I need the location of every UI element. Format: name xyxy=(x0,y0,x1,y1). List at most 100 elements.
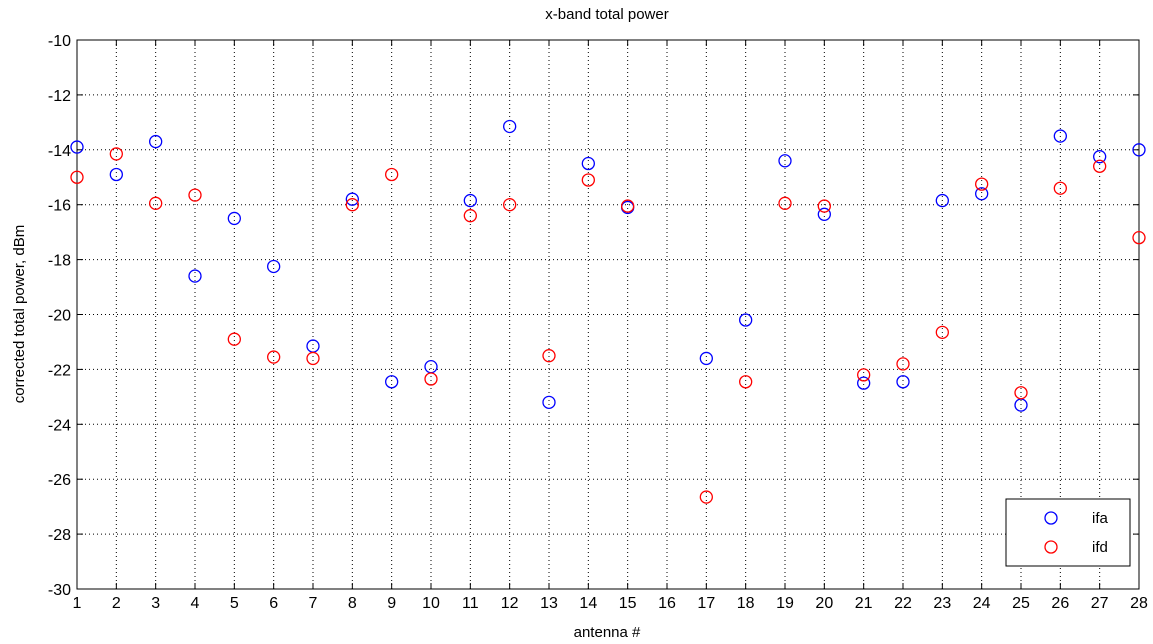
x-tick-label: 3 xyxy=(151,595,160,612)
data-point-ifa xyxy=(935,193,949,208)
data-point-ifa xyxy=(778,154,792,168)
legend: ifa ifd xyxy=(1005,498,1131,567)
data-point-ifd xyxy=(896,357,910,371)
y-tick-label: -16 xyxy=(48,198,71,215)
data-point-ifd xyxy=(621,199,635,213)
y-tick-label: -24 xyxy=(48,417,71,434)
data-point-ifd xyxy=(1053,181,1067,195)
data-point-ifd xyxy=(1014,386,1028,400)
data-point-ifd xyxy=(1132,230,1146,245)
data-point-ifd xyxy=(778,196,792,210)
x-tick-label: 5 xyxy=(230,595,239,612)
data-point-ifa xyxy=(149,134,163,149)
x-tick-label: 15 xyxy=(619,595,637,612)
y-axis-label: corrected total power, dBm xyxy=(11,225,28,403)
data-point-ifd xyxy=(306,351,320,366)
data-point-ifa xyxy=(542,395,556,409)
y-tick-label: -18 xyxy=(48,253,71,270)
grid xyxy=(77,40,1139,589)
data-point-ifd xyxy=(817,199,831,213)
x-tick-label: 2 xyxy=(112,595,121,612)
data-point-ifa xyxy=(345,192,359,206)
data-point-ifa xyxy=(70,140,84,154)
x-tick-label: 16 xyxy=(658,595,676,612)
data-point-ifa xyxy=(699,351,713,366)
data-point-ifd xyxy=(227,332,241,346)
data-point-ifd xyxy=(935,325,949,339)
x-tick-label: 21 xyxy=(855,595,873,612)
x-tick-label: 6 xyxy=(269,595,278,612)
chart-title: x-band total power xyxy=(545,6,668,23)
data-point-ifd xyxy=(975,177,989,191)
x-tick-label: 26 xyxy=(1051,595,1069,612)
x-tick-label: 23 xyxy=(933,595,951,612)
data-point-ifa xyxy=(188,269,202,283)
x-tick-label: 25 xyxy=(1012,595,1030,612)
data-point-ifa xyxy=(463,193,477,208)
data-point-ifa xyxy=(1093,150,1107,164)
y-tick-label: -14 xyxy=(48,143,71,160)
legend-label-ifa: ifa xyxy=(1092,510,1109,527)
legend-marker-ifa xyxy=(1044,511,1058,525)
data-point-ifa xyxy=(896,375,910,389)
data-point-ifa xyxy=(1053,129,1067,143)
x-tick-label: 1 xyxy=(73,595,82,612)
markers xyxy=(70,119,1146,504)
legend-marker-ifd xyxy=(1044,540,1058,554)
data-point-ifa xyxy=(817,207,831,221)
x-tick-label: 17 xyxy=(697,595,715,612)
x-tick-label: 24 xyxy=(973,595,991,612)
x-tick-label: 4 xyxy=(191,595,200,612)
x-tick-label: 18 xyxy=(737,595,755,612)
data-point-ifd xyxy=(463,209,477,223)
x-tick-label: 8 xyxy=(348,595,357,612)
plot-frame xyxy=(76,39,1140,590)
x-tick-label: 22 xyxy=(894,595,912,612)
data-point-ifa xyxy=(1132,143,1146,157)
data-point-ifa xyxy=(109,167,123,182)
legend-box xyxy=(1005,498,1131,567)
x-tick-label: 28 xyxy=(1130,595,1148,612)
data-point-ifd xyxy=(857,368,871,382)
x-tick-label: 7 xyxy=(309,595,318,612)
data-point-ifd xyxy=(699,490,713,504)
data-point-ifd xyxy=(1093,159,1107,173)
data-point-ifd xyxy=(188,188,202,202)
data-point-ifd xyxy=(345,198,359,212)
data-point-ifa xyxy=(581,156,595,171)
data-point-ifa xyxy=(424,360,438,374)
data-point-ifd xyxy=(581,173,595,187)
data-point-ifd xyxy=(503,198,517,212)
x-tick-label: 10 xyxy=(422,595,440,612)
data-point-ifa xyxy=(306,339,320,353)
data-point-ifa xyxy=(503,119,517,134)
y-tick-label: -20 xyxy=(48,308,71,325)
data-point-ifa xyxy=(739,313,753,327)
y-tick-label: -26 xyxy=(48,472,71,489)
data-point-ifd xyxy=(385,167,399,182)
x-tick-label: 20 xyxy=(815,595,833,612)
x-tick-label: 13 xyxy=(540,595,558,612)
data-point-ifa xyxy=(267,259,281,274)
y-tick-label: -12 xyxy=(48,88,71,105)
data-point-ifd xyxy=(109,147,123,161)
y-tick-label: -10 xyxy=(48,33,71,50)
x-tick-label: 9 xyxy=(387,595,396,612)
data-point-ifd xyxy=(149,196,163,210)
x-tick-label: 12 xyxy=(501,595,519,612)
y-tick-label: -22 xyxy=(48,362,71,379)
data-point-ifd xyxy=(424,372,438,386)
data-point-ifa xyxy=(385,375,399,389)
ticks xyxy=(76,39,1140,590)
x-tick-label: 11 xyxy=(462,595,479,612)
data-point-ifa xyxy=(227,211,241,226)
data-point-ifd xyxy=(542,349,556,363)
data-point-ifd xyxy=(267,350,281,364)
x-tick-label: 19 xyxy=(776,595,794,612)
data-point-ifd xyxy=(70,170,84,184)
y-tick-label: -28 xyxy=(48,527,71,544)
data-point-ifa xyxy=(857,376,871,390)
x-tick-label: 27 xyxy=(1091,595,1109,612)
x-axis-label: antenna # xyxy=(574,624,641,641)
